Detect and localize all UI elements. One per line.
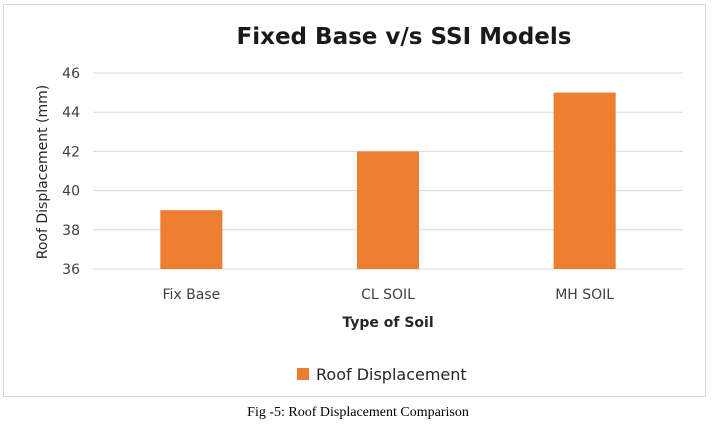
legend-swatch <box>297 368 309 380</box>
y-axis-title: Roof Displacement (mm) <box>35 85 51 260</box>
bar-mh-soil <box>553 92 616 269</box>
x-tick-label: CL SOIL <box>361 287 415 303</box>
y-tick-label: 38 <box>62 223 80 239</box>
bar-cl-soil <box>357 151 419 269</box>
x-tick-label: MH SOIL <box>555 287 614 303</box>
y-tick-label: 42 <box>62 144 80 160</box>
bar-chart: Fixed Base v/s SSI Models 36 38 40 42 44 46 F… <box>35 24 683 384</box>
x-tick-label: Fix Base <box>162 287 220 303</box>
x-axis-title: Type of Soil <box>342 315 433 331</box>
chart-title: Fixed Base v/s SSI Models <box>237 24 572 50</box>
bars <box>160 92 616 269</box>
y-tick-label: 46 <box>62 66 80 82</box>
legend: Roof Displacement <box>297 365 467 384</box>
legend-label: Roof Displacement <box>316 365 467 384</box>
y-tick-label: 40 <box>62 184 80 200</box>
y-axis-ticks: 36 38 40 42 44 46 <box>62 66 80 278</box>
figure-caption: Fig -5: Roof Displacement Comparison <box>247 405 469 420</box>
x-axis-ticks: Fix Base CL SOIL MH SOIL <box>162 287 614 303</box>
y-tick-label: 36 <box>62 262 80 278</box>
y-tick-label: 44 <box>62 105 80 121</box>
bar-fix-base <box>160 210 223 269</box>
